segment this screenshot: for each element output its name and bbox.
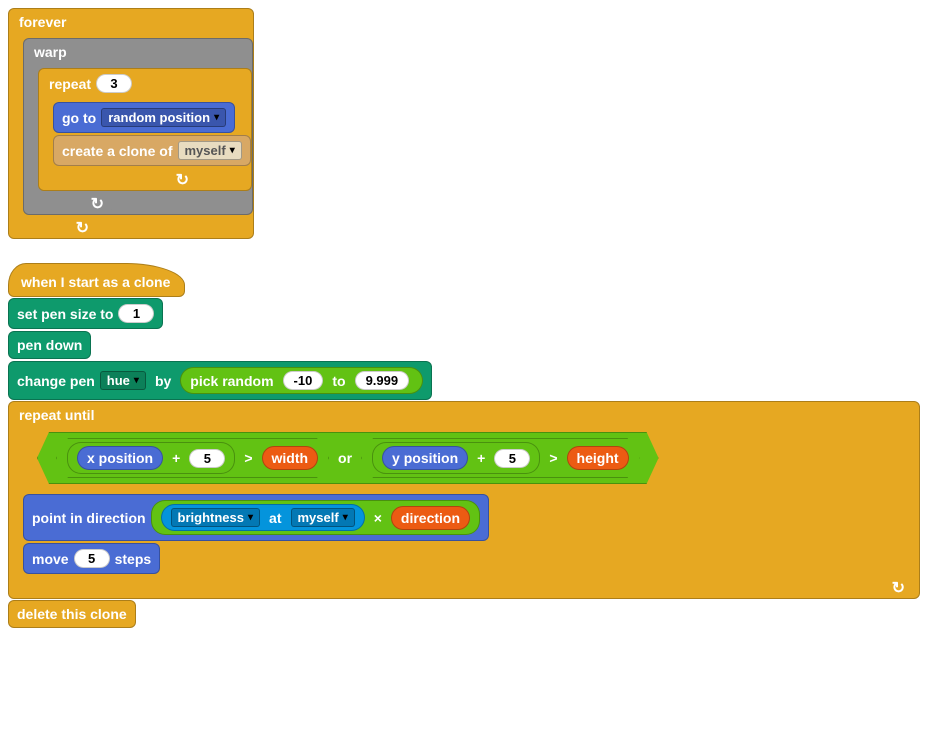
loop-arrow-icon: ↻ — [76, 218, 89, 238]
change-pen-block[interactable]: change pen hue by pick random -10 to 9.9… — [8, 361, 432, 400]
gt-left-predicate[interactable]: x position + 5 > width — [56, 438, 329, 478]
rand-hi-input[interactable]: 9.999 — [355, 371, 410, 390]
at-label: at — [269, 510, 281, 526]
five-input-1[interactable]: 5 — [189, 449, 225, 468]
warp-block[interactable]: warp repeat 3 go to random position — [23, 38, 253, 215]
steps-label: steps — [115, 551, 152, 567]
height-reporter[interactable]: height — [567, 446, 629, 470]
pen-down-label: pen down — [17, 337, 82, 353]
repeat-count-input[interactable]: 3 — [96, 74, 132, 93]
brightness-at-reporter[interactable]: brightness at myself — [161, 504, 365, 531]
x-position-reporter[interactable]: x position — [77, 446, 163, 470]
delete-clone-block[interactable]: delete this clone — [8, 600, 136, 628]
loop-arrow-icon: ↻ — [91, 194, 104, 214]
gt-label: > — [244, 450, 252, 466]
times-label: × — [374, 510, 382, 526]
set-pen-size-label: set pen size to — [17, 306, 113, 322]
warp-label: warp — [34, 44, 67, 60]
or-label: or — [338, 450, 352, 466]
y-position-reporter[interactable]: y position — [382, 446, 468, 470]
plus-label: + — [172, 450, 180, 466]
repeat-label: repeat — [49, 76, 91, 92]
delete-clone-label: delete this clone — [17, 606, 127, 622]
plus-reporter-left[interactable]: x position + 5 — [67, 442, 235, 474]
by-label: by — [155, 373, 171, 389]
rand-lo-input[interactable]: -10 — [283, 371, 324, 390]
pen-prop-dropdown[interactable]: hue — [100, 371, 146, 390]
brightness-dropdown[interactable]: brightness — [171, 508, 261, 527]
goto-target-dropdown[interactable]: random position — [101, 108, 226, 127]
at-target-dropdown[interactable]: myself — [291, 508, 355, 527]
loop-arrow-icon: ↻ — [176, 170, 189, 190]
move-steps-block[interactable]: move 5 steps — [23, 543, 160, 574]
to-label: to — [332, 373, 345, 389]
script-2: when I start as a clone set pen size to … — [8, 263, 940, 629]
pen-down-block[interactable]: pen down — [8, 331, 91, 359]
change-pen-label: change pen — [17, 373, 95, 389]
or-predicate[interactable]: x position + 5 > width or y position + 5… — [37, 432, 659, 484]
pick-random-label: pick random — [190, 373, 273, 389]
pick-random-reporter[interactable]: pick random -10 to 9.999 — [180, 367, 423, 394]
hat-label: when I start as a clone — [21, 274, 170, 290]
gt-label-2: > — [549, 450, 557, 466]
plus-reporter-right[interactable]: y position + 5 — [372, 442, 540, 474]
repeat-block[interactable]: repeat 3 go to random position create a … — [38, 68, 252, 191]
repeat-until-label: repeat until — [19, 407, 94, 423]
goto-label: go to — [62, 110, 96, 126]
five-input-2[interactable]: 5 — [494, 449, 530, 468]
direction-reporter[interactable]: direction — [391, 506, 470, 530]
set-pen-size-block[interactable]: set pen size to 1 — [8, 298, 163, 329]
repeat-until-block[interactable]: repeat until x position + 5 > width or y… — [8, 401, 920, 599]
gt-right-predicate[interactable]: y position + 5 > height — [361, 438, 640, 478]
create-clone-label: create a clone of — [62, 143, 173, 159]
move-label: move — [32, 551, 69, 567]
create-clone-block[interactable]: create a clone of myself — [53, 135, 251, 166]
point-direction-block[interactable]: point in direction brightness at myself … — [23, 494, 489, 541]
goto-block[interactable]: go to random position — [53, 102, 235, 133]
width-reporter[interactable]: width — [262, 446, 319, 470]
move-steps-input[interactable]: 5 — [74, 549, 110, 568]
forever-block[interactable]: forever warp repeat 3 go to random posit… — [8, 8, 254, 239]
clone-start-hat[interactable]: when I start as a clone — [8, 263, 185, 297]
script-1: forever warp repeat 3 go to random posit… — [8, 8, 940, 239]
forever-label: forever — [19, 14, 66, 30]
point-dir-label: point in direction — [32, 510, 146, 526]
plus-label-2: + — [477, 450, 485, 466]
multiply-reporter[interactable]: brightness at myself × direction — [151, 500, 481, 535]
loop-arrow-icon: ↻ — [892, 578, 905, 598]
clone-target-dropdown[interactable]: myself — [178, 141, 242, 160]
pen-size-input[interactable]: 1 — [118, 304, 154, 323]
